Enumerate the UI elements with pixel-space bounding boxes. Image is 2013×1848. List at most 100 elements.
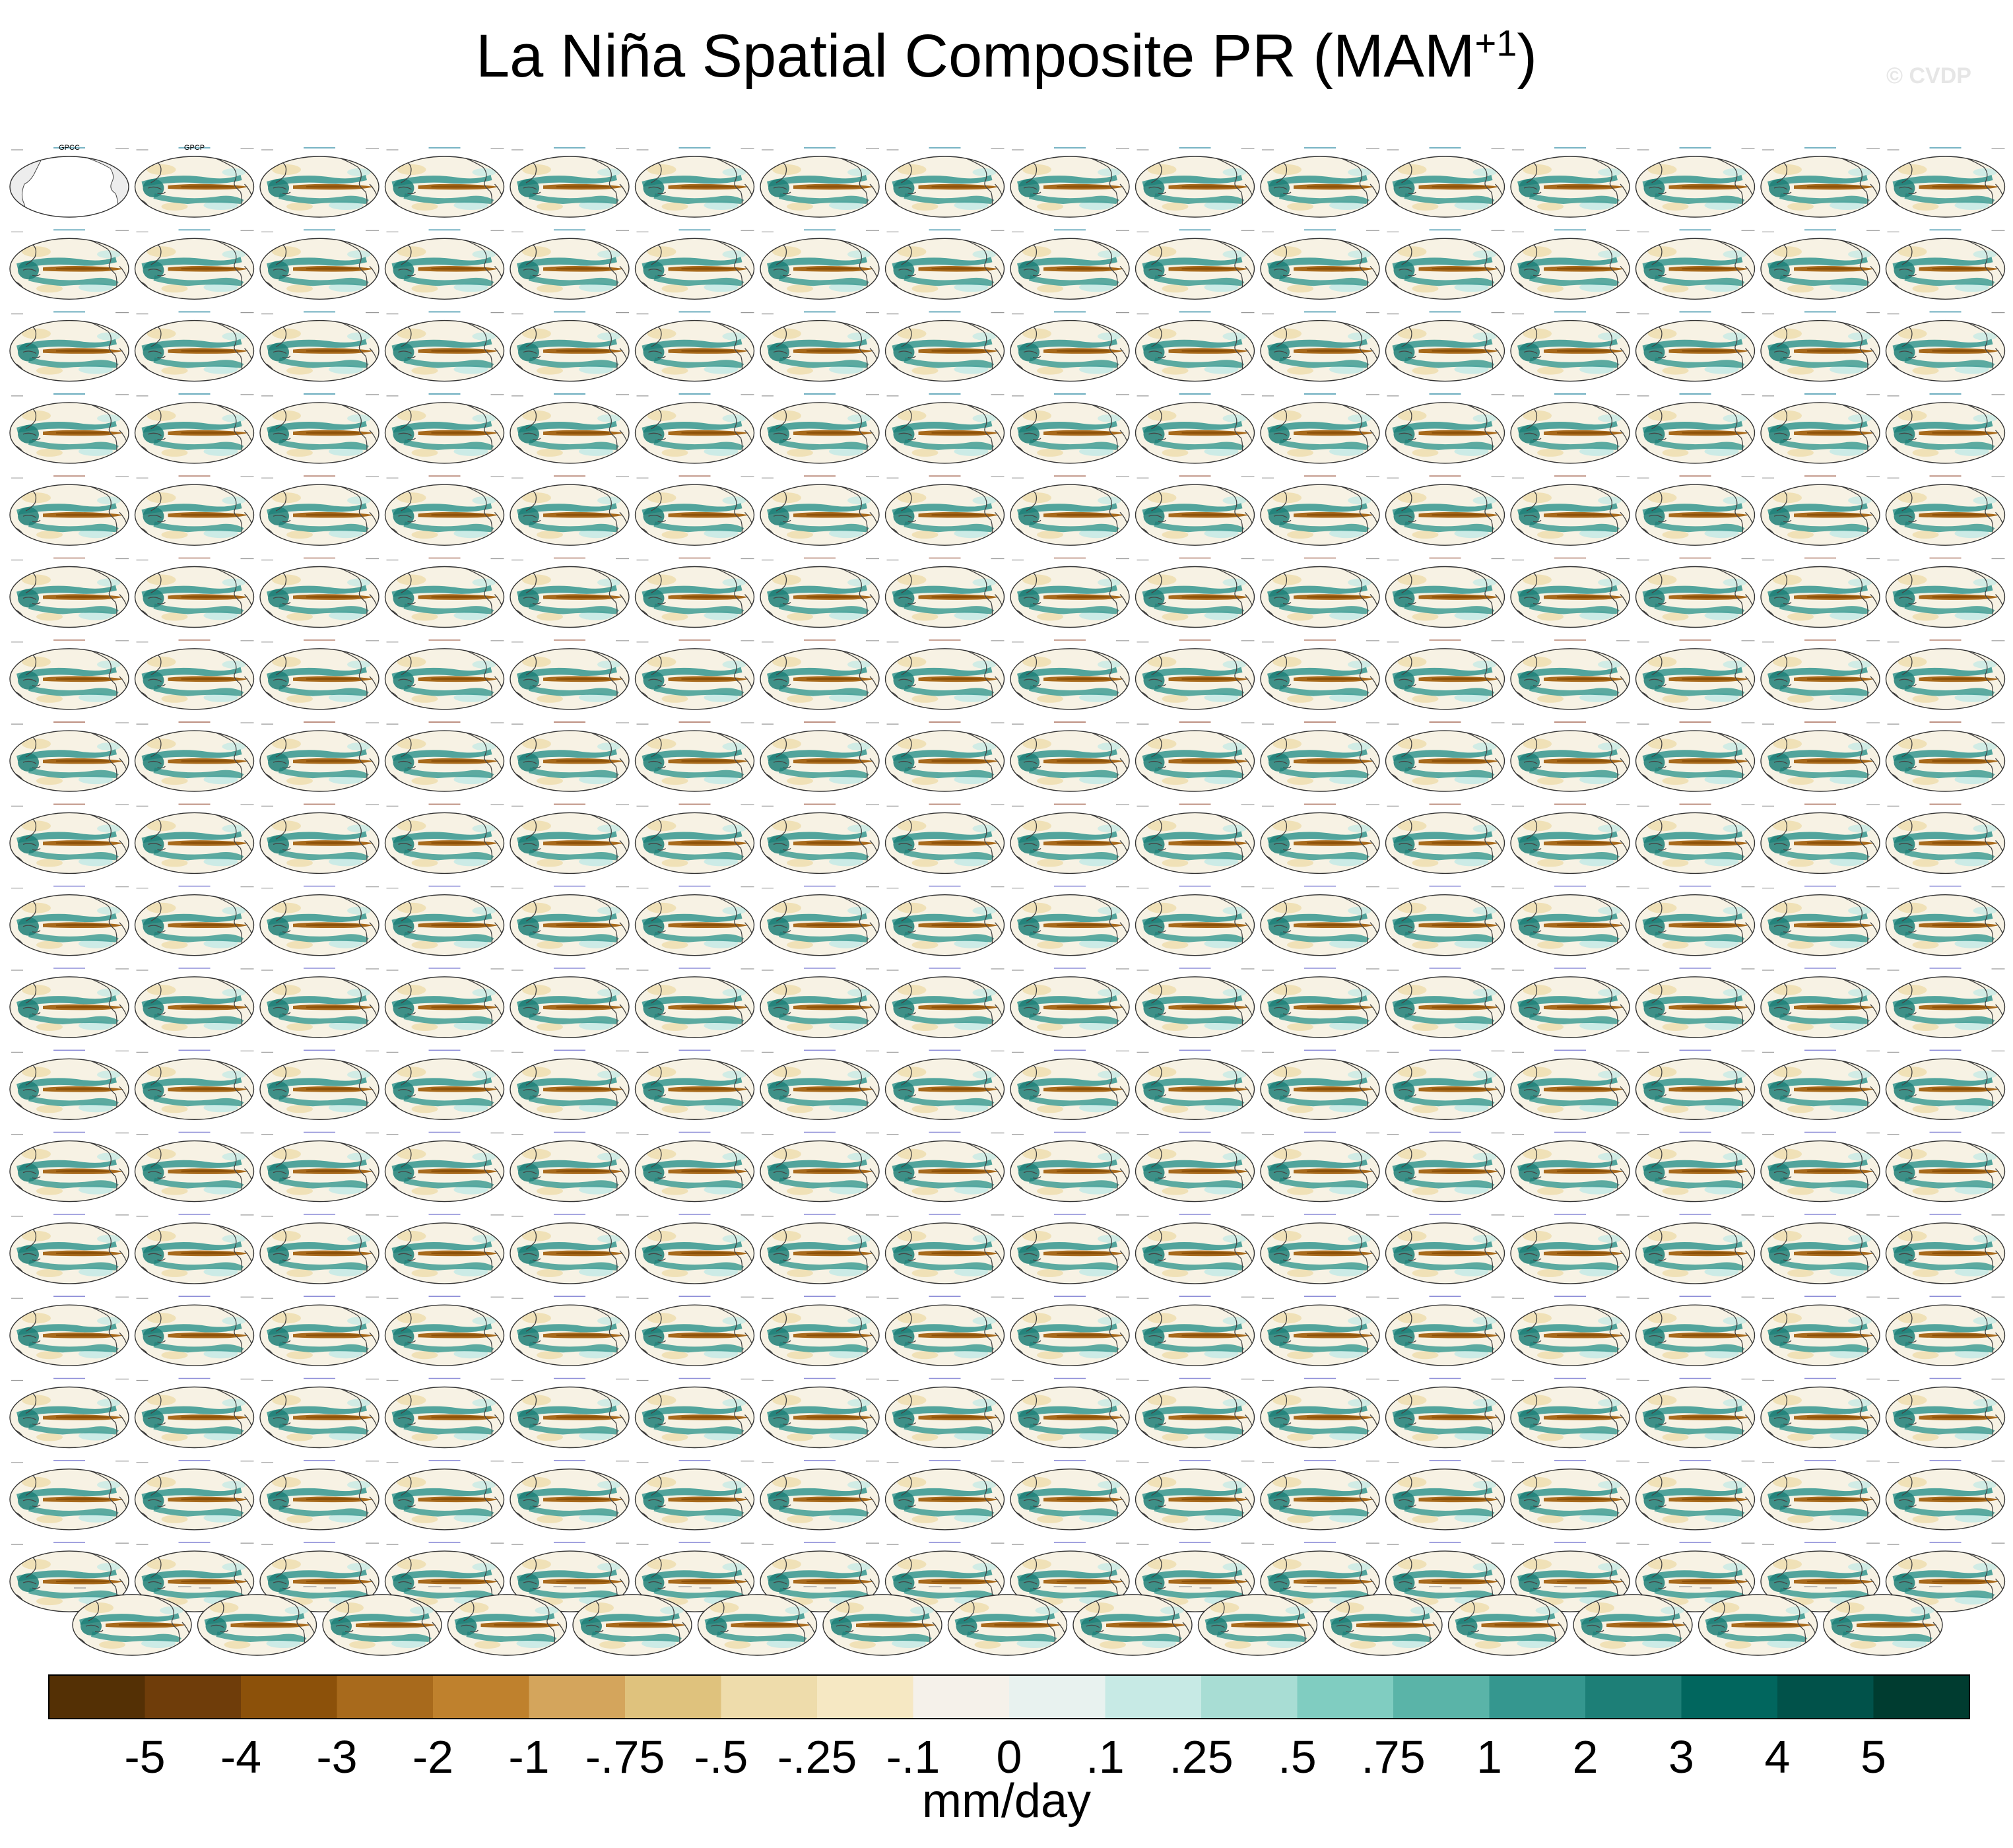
map-panel [1386,311,1505,381]
map-panel [760,1296,879,1366]
map-panel [1010,147,1129,217]
colorbar-swatch [433,1675,529,1719]
colorbar-swatch [1777,1675,1874,1719]
map-panel [1010,393,1129,463]
map-panel [1136,1460,1255,1530]
map-panel [1136,1131,1255,1202]
map-panel [1261,311,1379,381]
map-panel [886,1460,1005,1530]
colorbar-tick-label: 5 [1861,1731,1886,1783]
map-panel [385,1131,504,1202]
map-panel [1886,1049,2005,1119]
map-panel [1886,393,2005,463]
map-panel [510,1296,629,1366]
map-panel [636,557,754,628]
map-panel [135,393,254,463]
map-panel [1761,1131,1880,1202]
map-panel [385,1460,504,1530]
map-panel [135,475,254,545]
map-panel [1511,1542,1630,1612]
map-panel [636,721,754,791]
map-panel [385,803,504,873]
map-panel [385,721,504,791]
map-panel [1511,721,1630,791]
map-panel [1511,885,1630,956]
map-panel [1761,147,1880,217]
map-panel [10,968,129,1038]
map-panel [1261,1542,1379,1612]
colorbar-swatch [337,1675,434,1719]
map-panel [886,721,1005,791]
map-panel [260,968,379,1038]
map-panel [1636,803,1755,873]
map-panel [760,393,879,463]
colorbar-tick-label: .5 [1278,1731,1316,1783]
map-panel [760,639,879,710]
map-panel [1636,1296,1755,1366]
map-panel [10,229,129,299]
map-panel [1699,1586,1818,1655]
colorbar-swatch [1681,1675,1778,1719]
map-panel [760,475,879,545]
map-panel [260,311,379,381]
map-panel [1386,968,1505,1038]
map-panel [510,885,629,956]
map-panel [1136,885,1255,956]
map-panel [260,1296,379,1366]
map-panel [886,1377,1005,1448]
colorbar-tick-label: .1 [1086,1731,1124,1783]
map-panel [10,311,129,381]
map-panel [385,1049,504,1119]
map-panel [260,557,379,628]
map-panel [1761,1460,1880,1530]
map-panel [1761,1214,1880,1284]
map-panel [1636,639,1755,710]
map-panel [510,1214,629,1284]
map-panel [260,1131,379,1202]
map-panel [135,311,254,381]
map-panel [1886,1377,2005,1448]
map-panel [636,1049,754,1119]
map-panel [73,1586,191,1655]
map-panel [886,475,1005,545]
map-panel [1261,1131,1379,1202]
map-panel [1010,721,1129,791]
map-panel [760,1049,879,1119]
map-panel [1886,229,2005,299]
map-panel [760,803,879,873]
colorbar-tick-label: -.75 [585,1731,665,1783]
map-panel [1886,968,2005,1038]
colorbar-swatch [1297,1675,1394,1719]
colorbar-swatch [721,1675,818,1719]
map-panel [1073,1586,1192,1655]
colorbar-swatch [241,1675,337,1719]
title-main: La Niña Spatial Composite PR (MAM [476,22,1475,90]
colorbar-swatch [49,1675,145,1719]
map-panel [1010,1377,1129,1448]
map-panel [760,1460,879,1530]
map-panel [1761,1049,1880,1119]
colorbar-tick-label: 1 [1476,1731,1502,1783]
map-panel [1136,968,1255,1038]
map-panel [135,968,254,1038]
colorbar-swatch [817,1675,913,1719]
map-panel [135,147,254,217]
map-panel [1761,968,1880,1038]
title-close: ) [1517,22,1537,90]
colorbar-swatch [1873,1675,1970,1719]
map-panel [1886,721,2005,791]
map-panel [1573,1586,1692,1655]
map-panel [636,1131,754,1202]
map-panel [448,1586,567,1655]
map-panel [1261,803,1379,873]
map-panel [260,639,379,710]
map-panel [1386,1214,1505,1284]
map-panel [1010,1049,1129,1119]
colorbar-swatch [1009,1675,1106,1719]
map-panel [260,229,379,299]
map-panel [760,721,879,791]
colorbar-swatch [913,1675,1010,1719]
colorbar-swatch [145,1675,242,1719]
map-panel [1386,1049,1505,1119]
